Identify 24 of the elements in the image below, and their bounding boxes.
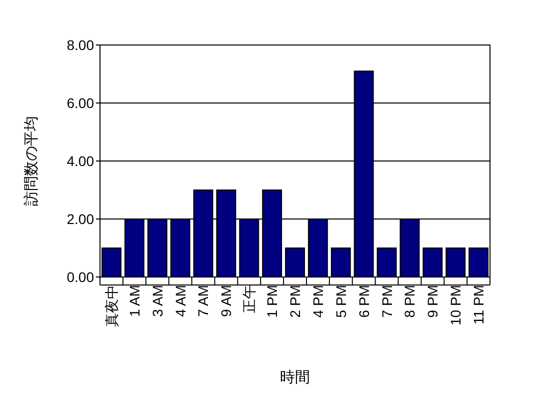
x-tick-label: 1 AM bbox=[126, 285, 142, 317]
x-tick-label: 9 PM bbox=[424, 285, 441, 318]
x-tick-label: 4 AM bbox=[172, 285, 188, 317]
x-tick-label: 4 PM bbox=[310, 285, 326, 318]
y-tick-label: 8.00 bbox=[66, 37, 94, 53]
y-tick-label: 0.00 bbox=[66, 269, 94, 285]
x-tick-label: 8 PM bbox=[402, 285, 418, 318]
x-tick-label: 11 PM bbox=[470, 285, 487, 324]
y-tick-label: 6.00 bbox=[66, 95, 94, 111]
y-axis-title: 訪問数の平均 bbox=[23, 116, 40, 206]
y-tick-label: 2.00 bbox=[66, 211, 94, 227]
x-tick-label: 1 PM bbox=[264, 285, 280, 318]
x-tick-label: 7 AM bbox=[195, 285, 212, 317]
x-tick-label: 7 PM bbox=[378, 285, 395, 318]
x-tick-label: 6 PM bbox=[356, 285, 372, 318]
y-tick-label: 4.00 bbox=[66, 153, 94, 169]
x-tick-label: 2 PM bbox=[287, 285, 303, 318]
x-tick-label: 真夜中 bbox=[103, 285, 120, 327]
x-tick-label: 正午 bbox=[241, 285, 258, 313]
x-tick-label: 10 PM bbox=[448, 285, 464, 326]
x-tick-label: 5 PM bbox=[332, 285, 349, 318]
x-tick-label: 3 AM bbox=[149, 285, 166, 317]
x-axis-title: 時間 bbox=[280, 369, 310, 386]
x-tick-label: 9 AM bbox=[218, 285, 234, 317]
